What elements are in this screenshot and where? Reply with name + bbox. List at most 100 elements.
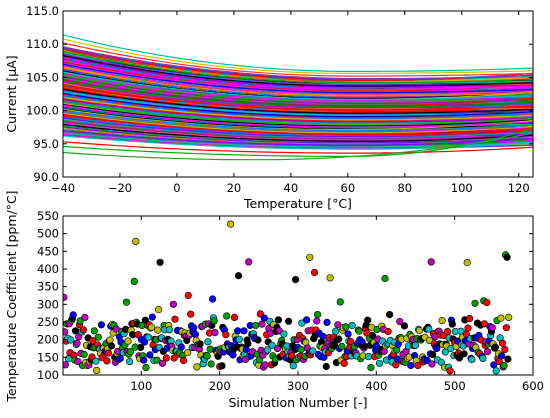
tempco-point bbox=[502, 324, 511, 332]
top-x-ticks: −40 −20 0 20 40 60 80 100 120 bbox=[51, 11, 530, 195]
tempco-point bbox=[497, 314, 505, 322]
tempco-point bbox=[245, 258, 253, 266]
y-tick-label: 200 bbox=[37, 333, 59, 347]
tempco-point bbox=[344, 330, 352, 338]
tempco-point bbox=[512, 0, 519, 3]
current-curve bbox=[63, 89, 533, 115]
tempco-point bbox=[162, 354, 170, 362]
x-tick-label: 100 bbox=[451, 181, 473, 195]
current-curve bbox=[63, 53, 533, 86]
tempco-point bbox=[504, 355, 512, 363]
x-tick-label: 120 bbox=[508, 181, 530, 195]
tempco-point bbox=[375, 359, 384, 367]
tempco-point bbox=[254, 336, 262, 344]
tempco-point bbox=[519, 0, 526, 3]
tempco-point bbox=[180, 356, 188, 365]
tempco-point bbox=[90, 327, 98, 335]
tempco-point bbox=[153, 356, 161, 364]
tempco-point bbox=[521, 0, 528, 3]
y-tick-label: 105.0 bbox=[26, 70, 59, 84]
current-curve-envelope bbox=[63, 105, 533, 128]
tempco-point bbox=[144, 333, 152, 341]
tempco-point bbox=[340, 359, 348, 367]
tempco-point bbox=[165, 326, 174, 334]
tempco-point bbox=[509, 0, 516, 3]
tempco-point bbox=[103, 357, 111, 365]
tempco-point bbox=[384, 327, 392, 336]
current-curve-envelope bbox=[63, 42, 533, 77]
current-curve-envelope bbox=[63, 114, 533, 136]
tempco-point bbox=[94, 333, 102, 341]
current-curve-envelope bbox=[63, 123, 533, 142]
tempco-point bbox=[500, 361, 508, 370]
current-curve bbox=[63, 112, 533, 134]
tempco-point bbox=[148, 313, 156, 321]
tempco-point bbox=[116, 354, 124, 363]
tempco-point bbox=[516, 0, 523, 3]
tempco-point bbox=[187, 310, 195, 318]
tempco-point bbox=[427, 258, 435, 266]
tempco-point bbox=[448, 320, 456, 328]
tempco-point bbox=[463, 259, 471, 267]
current-curve-envelope bbox=[63, 80, 533, 108]
tempco-point bbox=[218, 362, 226, 370]
tempco-point bbox=[297, 346, 305, 354]
tempco-point bbox=[326, 274, 334, 282]
tempco-point bbox=[289, 362, 297, 370]
tempco-point bbox=[63, 361, 69, 369]
current-curve-envelope bbox=[63, 84, 533, 111]
tempco-point bbox=[104, 349, 112, 357]
current-curve bbox=[63, 72, 533, 101]
x-tick-label: 600 bbox=[522, 379, 544, 393]
tempco-point bbox=[528, 0, 535, 3]
tempco-point bbox=[106, 336, 114, 344]
y-tick-label: 150 bbox=[37, 350, 59, 364]
tempco-point bbox=[229, 351, 237, 359]
current-curve-envelope bbox=[63, 141, 533, 154]
current-curve bbox=[63, 98, 533, 122]
tempco-point bbox=[169, 300, 177, 308]
tempco-point bbox=[240, 327, 248, 335]
tempco-point bbox=[368, 331, 377, 340]
tempco-points bbox=[63, 0, 537, 375]
tempco-point bbox=[503, 253, 511, 261]
tempco-point bbox=[67, 336, 75, 344]
x-tick-label: 0 bbox=[173, 181, 180, 195]
tempco-point bbox=[520, 0, 527, 3]
tempco-point bbox=[483, 299, 491, 307]
tempco-point bbox=[142, 364, 150, 372]
tempco-point bbox=[429, 350, 437, 359]
tempco-point bbox=[522, 0, 529, 3]
tempco-point bbox=[355, 327, 363, 335]
tempco-point bbox=[122, 298, 131, 306]
tempco-point bbox=[492, 367, 500, 375]
current-curve bbox=[63, 70, 533, 99]
tempco-point bbox=[524, 0, 531, 3]
tempco-point bbox=[515, 0, 522, 3]
tempco-point bbox=[171, 315, 179, 323]
tempco-point bbox=[223, 312, 231, 320]
tempco-point bbox=[74, 358, 82, 366]
tempco-point bbox=[319, 332, 327, 341]
tempco-point bbox=[158, 359, 167, 367]
x-tick-label: 40 bbox=[284, 181, 299, 195]
tempco-point bbox=[147, 323, 156, 331]
tempco-point bbox=[530, 0, 537, 3]
current-curve-envelope bbox=[63, 71, 533, 100]
tempco-point bbox=[527, 0, 534, 3]
tempco-point bbox=[285, 317, 293, 325]
tempco-point bbox=[468, 355, 476, 364]
current-curve-envelope bbox=[63, 88, 533, 114]
y-tick-label: 100 bbox=[37, 368, 59, 382]
bottom-panel-tempco-vs-simulation: 100 200 300 400 500 600 100150200250300350400… bbox=[4, 0, 544, 410]
tempco-point bbox=[80, 350, 88, 359]
tempco-point bbox=[346, 337, 355, 346]
tempco-point bbox=[514, 0, 521, 3]
tempco-point bbox=[527, 0, 534, 3]
current-curve bbox=[63, 113, 533, 134]
y-tick-label: 350 bbox=[37, 280, 59, 294]
tempco-point bbox=[348, 321, 356, 330]
tempco-point bbox=[210, 317, 218, 325]
tempco-point bbox=[244, 340, 252, 348]
tempco-point bbox=[466, 314, 474, 323]
